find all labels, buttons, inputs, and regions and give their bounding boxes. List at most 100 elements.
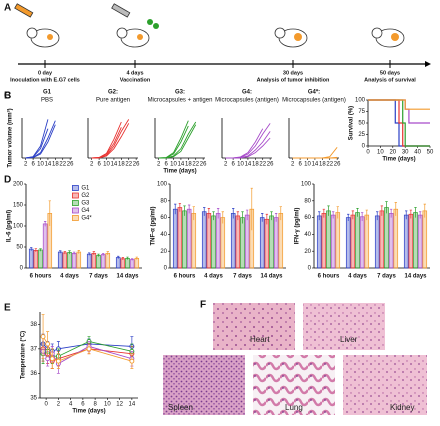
mouse-icon — [14, 3, 405, 48]
line-series — [25, 124, 56, 159]
histology-image — [303, 303, 385, 350]
x-tick-label: 8 — [93, 402, 97, 408]
bar — [62, 252, 68, 269]
legend-label: G2 — [81, 193, 90, 199]
error-bar — [121, 257, 125, 261]
x-tick-label: 10 — [237, 162, 244, 168]
y-axis-label: IFN-γ (pg/ml) — [295, 208, 301, 245]
x-tick-label: 22 — [326, 162, 333, 168]
bar — [393, 208, 399, 269]
y-tick-label: 200 — [13, 182, 24, 188]
error-bar — [241, 211, 244, 224]
x-tick-label: 22 — [192, 162, 199, 168]
y-tick-label: 40 — [304, 232, 311, 238]
panel-label: C — [4, 91, 11, 102]
bar — [355, 212, 360, 269]
bar — [76, 251, 82, 269]
line-series — [225, 137, 271, 159]
legend-label: G4 — [81, 208, 90, 214]
chart-subtitle: Microcapsules (antigen) — [215, 98, 279, 104]
error-bar — [356, 208, 359, 217]
x-tick-label: 26 — [133, 162, 140, 168]
bar — [120, 258, 126, 269]
organ-label: Heart — [250, 335, 270, 344]
histology-image — [253, 355, 335, 415]
bar — [28, 248, 34, 269]
bar — [359, 216, 365, 269]
bar — [38, 249, 43, 269]
error-bar — [88, 252, 91, 256]
y-tick-label: 80 — [304, 198, 311, 204]
bar — [403, 214, 409, 269]
legend-label: G4* — [81, 216, 92, 222]
y-axis-label: Tumor volume (mm³) — [7, 108, 14, 167]
bar — [259, 217, 265, 269]
y-axis-label: Temperature (°C) — [21, 331, 27, 379]
legend-label: G1 — [81, 186, 90, 192]
error-bar — [106, 251, 109, 255]
error-bar — [394, 202, 397, 216]
error-bar — [250, 187, 253, 231]
x-tick-label: 10 — [304, 162, 311, 168]
error-bar — [221, 211, 224, 224]
error-bar — [174, 203, 177, 215]
error-bar — [347, 213, 350, 221]
legend-label: G3 — [81, 201, 90, 207]
panel-label: E — [4, 303, 11, 314]
error-bar — [43, 221, 47, 227]
error-bar — [418, 211, 422, 219]
bar — [326, 210, 331, 269]
event-time: 50 days — [380, 70, 400, 76]
organ-label: Kidney — [390, 403, 414, 412]
chart-title: G4: — [242, 90, 252, 96]
event-label: Analysis of tumor inhibition — [257, 77, 330, 83]
error-bar — [126, 256, 129, 260]
bar — [240, 217, 245, 269]
y-tick-label: 75 — [358, 109, 365, 115]
data-point — [55, 358, 61, 364]
bar — [33, 250, 39, 269]
x-tick-label: 10 — [104, 402, 111, 408]
bar — [201, 211, 207, 269]
error-bar — [265, 213, 269, 225]
x-tick-label: 22 — [125, 162, 132, 168]
error-bar — [178, 202, 182, 212]
y-tick-label: 20 — [160, 249, 167, 255]
bar — [129, 259, 135, 269]
x-tick-label: 2 — [224, 162, 228, 168]
y-tick-label: 25 — [358, 132, 365, 138]
error-bar — [409, 209, 413, 219]
error-bar — [77, 250, 80, 254]
x-tick-label: 26 — [334, 162, 341, 168]
x-tick-label: 14 — [45, 162, 52, 168]
bar — [379, 210, 385, 269]
y-axis-label: TNF-α (pg/ml) — [151, 206, 157, 245]
histology-image — [163, 355, 245, 415]
error-bar — [187, 204, 191, 214]
x-tick-label: 14 — [178, 162, 185, 168]
error-bar — [192, 206, 195, 221]
x-tick-label: 4 — [69, 402, 73, 408]
bar — [211, 215, 216, 269]
error-bar — [130, 258, 134, 261]
event-label: Vaccination — [120, 77, 151, 83]
legend-swatch — [72, 200, 79, 206]
x-tick-label: 7 days — [233, 274, 252, 280]
error-bar — [327, 205, 330, 216]
x-tick-label: 14 — [129, 402, 136, 408]
legend-swatch — [72, 215, 79, 221]
x-tick-label: 10 — [37, 162, 44, 168]
x-tick-label: 18 — [118, 162, 125, 168]
error-bar — [279, 206, 282, 221]
x-tick-label: 7 days — [377, 274, 396, 280]
y-tick-label: 60 — [160, 215, 167, 221]
x-axis-label: Time (days) — [382, 157, 415, 163]
y-tick-label: 60 — [304, 215, 311, 221]
y-tick-label: 100 — [355, 98, 366, 104]
error-bar — [322, 208, 326, 218]
line-series — [292, 147, 338, 159]
error-bar — [376, 211, 379, 221]
organ-label: Liver — [340, 335, 358, 344]
error-bar — [117, 255, 120, 259]
x-tick-label: 18 — [52, 162, 59, 168]
